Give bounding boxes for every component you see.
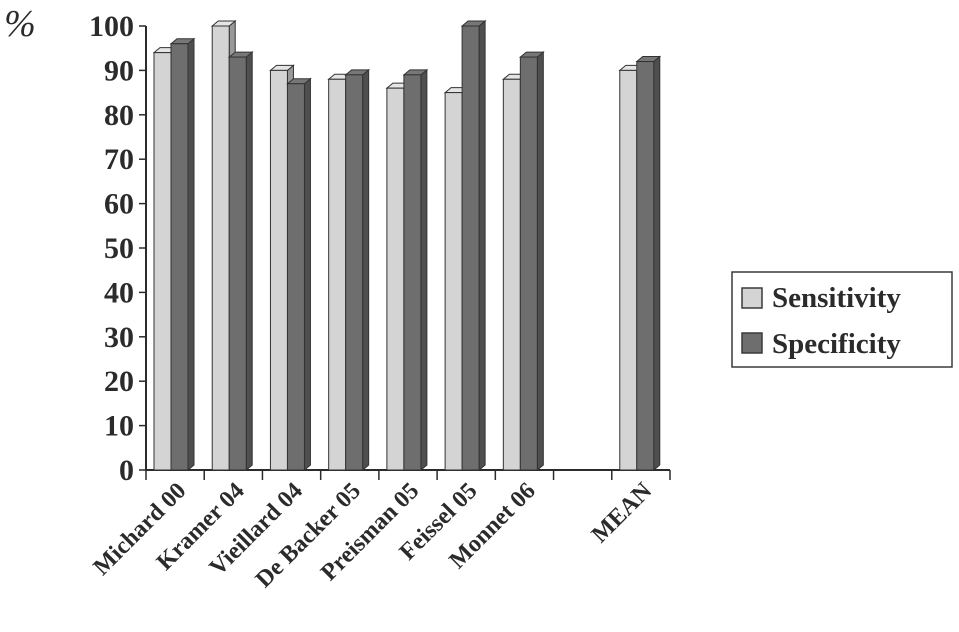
bar-specificity-vieillard-04 bbox=[286, 77, 312, 472]
y-tick-label: 60 bbox=[104, 188, 134, 221]
y-tick-label: 80 bbox=[104, 99, 134, 132]
bar-specificity-michard-00 bbox=[169, 37, 196, 472]
legend-label-sensitivity: Sensitivity bbox=[772, 282, 901, 314]
y-tick-label: 10 bbox=[104, 410, 134, 443]
y-tick-label: 70 bbox=[104, 143, 134, 176]
bar-specificity-mean bbox=[635, 55, 662, 472]
y-tick-label: 90 bbox=[104, 54, 134, 87]
bar-specificity-kramer-04 bbox=[227, 51, 254, 472]
y-ticks: 0 10 20 30 40 50 60 70 80 90 100 bbox=[89, 10, 146, 487]
y-tick-label: 50 bbox=[104, 232, 134, 265]
bar-specificity-de-backer-05 bbox=[344, 68, 371, 472]
legend-label-specificity: Specificity bbox=[772, 328, 901, 360]
y-tick-label: 40 bbox=[104, 276, 134, 309]
bars bbox=[152, 19, 662, 472]
y-tick-label: 30 bbox=[104, 321, 134, 354]
legend-box bbox=[731, 271, 953, 368]
legend-swatch-specificity bbox=[741, 332, 763, 354]
y-axis-label: % bbox=[4, 3, 36, 45]
bar-specificity-preisman-05 bbox=[402, 68, 429, 472]
y-tick-label: 100 bbox=[89, 10, 134, 43]
legend-swatch-sensitivity bbox=[741, 287, 763, 309]
x-tick-label-mean: MEAN bbox=[587, 477, 658, 548]
y-tick-label: 0 bbox=[119, 454, 134, 487]
y-tick-label: 20 bbox=[104, 365, 134, 398]
legend: Sensitivity Specificity bbox=[731, 271, 953, 368]
bar-specificity-feissel-05 bbox=[460, 19, 487, 472]
bar-specificity-monnet-06 bbox=[518, 51, 545, 472]
